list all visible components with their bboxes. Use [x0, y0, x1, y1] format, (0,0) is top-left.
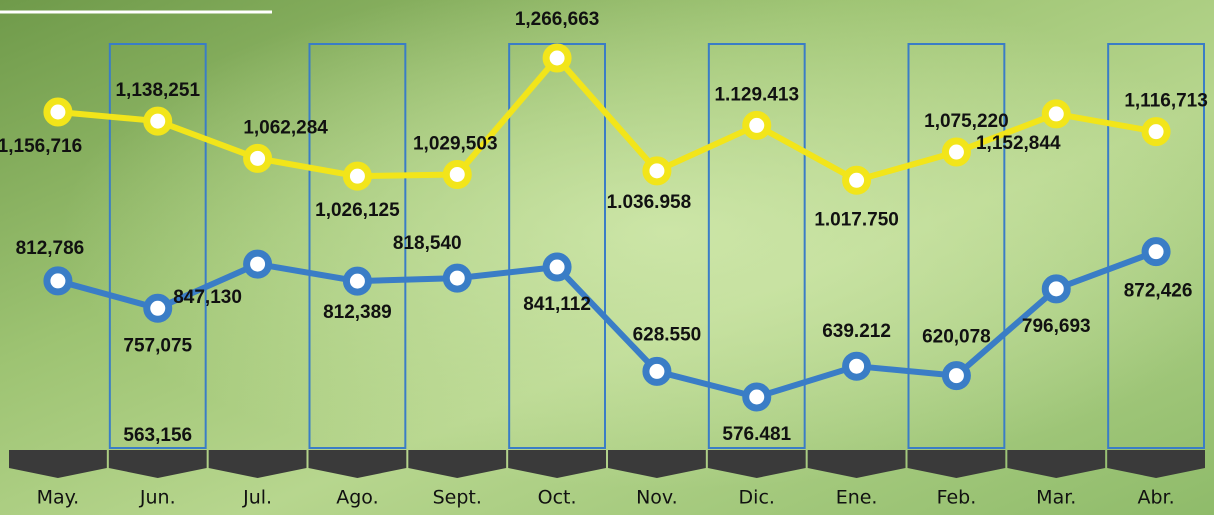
- data-label: 872,426: [1124, 281, 1193, 302]
- data-label: 1,026,125: [315, 200, 400, 221]
- data-label: 812,786: [16, 238, 85, 259]
- point: [47, 270, 69, 292]
- data-label: 1,152,844: [976, 133, 1061, 154]
- x-tick-label: Oct.: [538, 487, 577, 509]
- x-tick-label: Sept.: [433, 487, 482, 509]
- x-tick-label: Dic.: [739, 487, 775, 509]
- point: [945, 365, 967, 387]
- data-label: 757,075: [123, 335, 192, 356]
- data-label: 1,075,220: [924, 111, 1009, 132]
- point: [546, 256, 568, 278]
- point: [446, 267, 468, 289]
- x-tick-label: Nov.: [636, 487, 678, 509]
- point: [746, 386, 768, 408]
- x-tick-label: Jun.: [139, 487, 176, 509]
- point: [446, 163, 468, 185]
- data-label: 1.017.750: [814, 209, 899, 230]
- point: [346, 270, 368, 292]
- x-tick-label: Ago.: [336, 487, 378, 509]
- x-tick-label: May.: [37, 487, 80, 509]
- x-tick-label: Feb.: [937, 487, 977, 509]
- data-label: 1.036.958: [607, 192, 692, 213]
- data-label: 1,062,284: [243, 117, 328, 138]
- point: [1045, 103, 1067, 125]
- data-label: 639.212: [822, 321, 891, 342]
- point: [1045, 278, 1067, 300]
- point: [247, 253, 269, 275]
- x-tick-label: Abr.: [1137, 487, 1174, 509]
- point: [646, 160, 668, 182]
- data-label: 818,540: [393, 233, 462, 254]
- data-label: 1,138,251: [115, 80, 200, 101]
- data-label: 1,029,503: [413, 134, 498, 155]
- point: [546, 47, 568, 69]
- x-tick-label: Ene.: [836, 487, 878, 509]
- point: [47, 101, 69, 123]
- data-label: 1,156,716: [0, 136, 82, 157]
- point: [945, 141, 967, 163]
- point: [1145, 241, 1167, 263]
- data-label: 841,112: [523, 294, 591, 315]
- point: [1145, 121, 1167, 143]
- point: [147, 297, 169, 319]
- data-label: 628.550: [633, 324, 702, 345]
- data-label: 576.481: [722, 424, 791, 445]
- data-label: 847,130: [173, 287, 242, 308]
- data-label: 812,389: [323, 302, 392, 323]
- point: [247, 147, 269, 169]
- x-tick-label: Jul.: [242, 487, 272, 509]
- x-tick-label: Mar.: [1036, 487, 1076, 509]
- point: [646, 360, 668, 382]
- point: [746, 114, 768, 136]
- data-label: 1,116,713: [1124, 91, 1207, 112]
- data-label: 1.129.413: [714, 84, 799, 105]
- point: [846, 355, 868, 377]
- annotation: 563,156: [123, 425, 192, 446]
- point: [846, 169, 868, 191]
- data-label: 796,693: [1022, 316, 1091, 337]
- point: [346, 165, 368, 187]
- chart: May. Jun. Jul. Ago. Sept. Oct. Nov. Dic. Ene. Feb…: [0, 0, 1214, 515]
- data-label: 620,078: [922, 327, 991, 348]
- data-label: 1,266,663: [515, 9, 600, 30]
- point: [147, 110, 169, 132]
